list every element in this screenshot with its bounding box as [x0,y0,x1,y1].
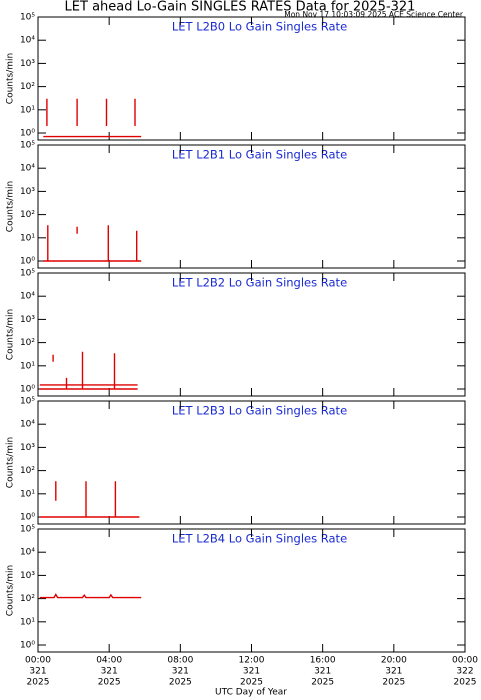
y-tick-label: 10⁵ [20,269,35,279]
y-tick-label: 10⁵ [20,141,35,151]
x-tick-year: 2025 [240,678,263,688]
y-tick-label: 10³ [20,315,35,325]
y-tick-label: 10¹ [20,233,35,243]
y-tick-label: 10⁴ [20,292,35,302]
panel-frame [37,528,466,653]
data-line [43,98,142,138]
y-tick-label: 10⁰ [20,513,35,523]
panel-title: LET L2B3 Lo Gain Singles Rate [172,404,347,418]
x-tick-year: 2025 [98,678,121,688]
x-tick-year: 2025 [27,678,50,688]
y-axis-label: Counts/min [6,565,16,616]
y-tick-label: 10⁰ [20,129,35,139]
y-axis-label: Counts/min [6,437,16,488]
panel-title: LET L2B4 Lo Gain Singles Rate [172,532,347,546]
y-axis-label: Counts/min [6,309,16,360]
y-tick-label: 10⁰ [20,385,35,395]
panel-frame [37,144,466,269]
x-tick-label: 20:00 [381,656,407,666]
y-tick-label: 10² [20,466,35,476]
y-tick-label: 10⁵ [20,525,35,535]
x-tick-year: 2025 [382,678,405,688]
y-axis-label: Counts/min [6,53,16,104]
x-tick-label: 16:00 [310,656,336,666]
y-tick-label: 10⁴ [20,36,35,46]
x-tick-day: 321 [314,667,331,677]
y-tick-label: 10⁰ [20,641,35,651]
x-tick-label: 00:00 [452,656,478,666]
x-tick-day: 321 [172,667,189,677]
y-tick-label: 10⁴ [20,420,35,430]
data-line [39,351,138,390]
y-tick-label: 10¹ [20,617,35,627]
y-tick-label: 10² [20,210,35,220]
y-tick-label: 10³ [20,59,35,69]
y-axis-label: Counts/min [6,181,16,232]
y-tick-label: 10⁰ [20,257,35,267]
panel-title: LET L2B0 Lo Gain Singles Rate [172,20,347,34]
y-tick-label: 10¹ [20,489,35,499]
data-line [39,481,140,518]
y-tick-label: 10³ [20,187,35,197]
timestamp: Mon Nov 17 10:03:09 2025 ACE Science Cen… [284,10,464,19]
x-tick-day: 321 [243,667,260,677]
y-tick-label: 10⁵ [20,397,35,407]
y-tick-label: 10¹ [20,105,35,115]
panel-frame [37,400,466,525]
y-tick-label: 10² [20,594,35,604]
x-tick-day: 321 [385,667,402,677]
x-tick-day: 322 [456,667,473,677]
x-tick-day: 321 [101,667,118,677]
y-tick-label: 10¹ [20,361,35,371]
x-tick-year: 2025 [454,678,477,688]
y-tick-label: 10⁴ [20,548,35,558]
x-tick-label: 00:00 [25,656,51,666]
y-tick-label: 10³ [20,443,35,453]
y-tick-label: 10² [20,82,35,92]
y-tick-label: 10³ [20,571,35,581]
x-tick-year: 2025 [169,678,192,688]
x-tick-label: 12:00 [239,656,265,666]
x-tick-label: 04:00 [96,656,122,666]
y-tick-label: 10² [20,338,35,348]
panel-title: LET L2B2 Lo Gain Singles Rate [172,276,347,290]
chart-title: LET ahead Lo-Gain SINGLES RATES Data for… [65,0,416,15]
data-line [43,225,142,262]
panel-frame [37,272,466,397]
x-tick-day: 321 [29,667,46,677]
data-line [39,593,142,599]
panel-title: LET L2B1 Lo Gain Singles Rate [172,148,347,162]
y-tick-label: 10⁴ [20,164,35,174]
x-axis-label: UTC Day of Year [215,688,287,698]
x-tick-year: 2025 [311,678,334,688]
panel-frame [37,16,466,141]
x-tick-label: 08:00 [167,656,193,666]
y-tick-label: 10⁵ [20,13,35,23]
